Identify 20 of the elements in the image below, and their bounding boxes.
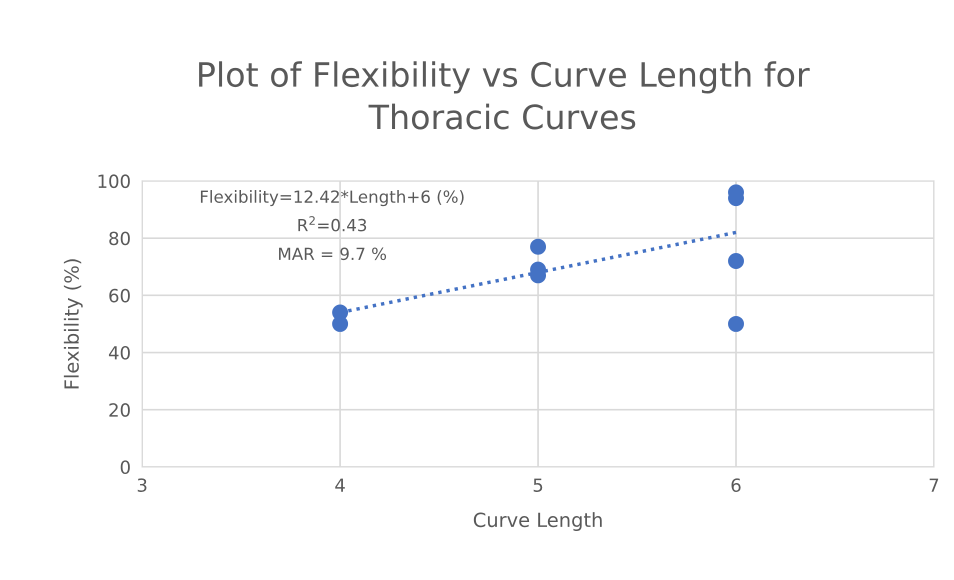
y-tick-label: 80 xyxy=(109,232,130,246)
point xyxy=(530,238,546,255)
x-axis-title: Curve Length xyxy=(474,512,602,531)
annotation: R$^{2}$=0.43 xyxy=(298,216,366,232)
x-tick-label: 4 xyxy=(335,478,345,492)
annotation: Flexibility=12.42*Length+6 (%) xyxy=(200,190,464,206)
point xyxy=(728,316,744,332)
x-tick-label: 3 xyxy=(138,478,146,492)
y-tick-label: 0 xyxy=(120,460,130,474)
x-tick-label: 6 xyxy=(732,478,741,492)
point xyxy=(728,253,744,269)
y-tick-label: 40 xyxy=(108,346,130,360)
annotation: MAR = 9.7 % xyxy=(279,248,386,260)
y-tick-label: 20 xyxy=(109,403,130,417)
x-tick-label: 7 xyxy=(930,478,938,492)
y-tick-label: 60 xyxy=(109,288,130,302)
y-tick-label: 100 xyxy=(98,174,130,188)
x-tick-label: 5 xyxy=(534,478,542,492)
chart-title: Plot of Flexibility vs Curve Length for Thoracic Curves xyxy=(199,61,810,130)
y-axis-title: Flexibility (%) xyxy=(64,259,83,388)
